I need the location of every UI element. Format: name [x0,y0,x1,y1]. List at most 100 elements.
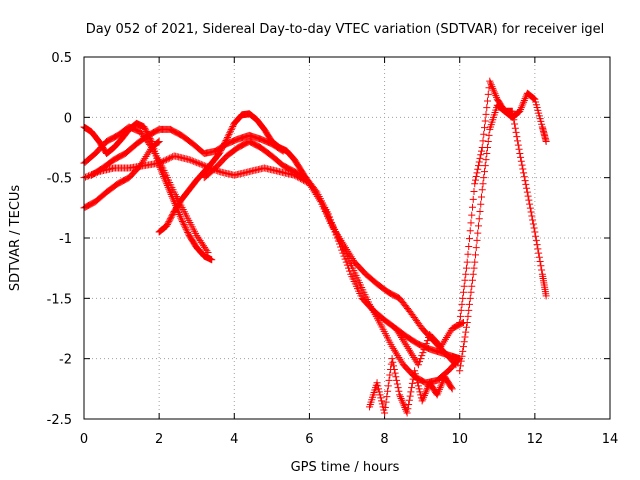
data-point [83,172,91,180]
data-point [310,187,318,195]
y-tick-label: -1.5 [47,292,72,307]
series-track-10 [366,355,456,417]
data-point [464,250,472,258]
data-point [469,270,477,278]
data-point [143,151,151,159]
data-point [478,147,486,155]
data-point [406,392,414,400]
data-point [458,352,466,360]
data-point [438,378,446,386]
data-point [417,355,425,363]
series-track-11 [392,318,467,369]
data-point [378,400,386,408]
data-point [484,97,492,105]
data-point [462,270,470,278]
data-point [517,104,525,112]
data-point [141,154,149,162]
data-point [395,330,403,338]
data-point [389,358,397,366]
data-point [381,409,389,417]
data-point [342,258,350,266]
data-point [279,147,287,155]
data-point [375,388,383,396]
data-point [465,306,473,314]
data-point [447,384,455,392]
data-point [167,213,175,221]
data-point [435,385,443,393]
data-point [163,222,171,230]
data-point [145,147,153,155]
data-point [392,373,400,381]
data-point [155,137,163,145]
data-point [169,210,177,218]
data-point [459,294,467,302]
data-point [416,388,424,396]
data-point [142,153,150,161]
data-point [471,251,479,259]
x-axis-label: GPS time / hours [291,460,400,475]
y-tick-label: 0 [64,111,72,126]
data-point [384,387,392,395]
series-track-6 [88,125,287,179]
data-point [538,266,546,274]
data-point [394,384,402,392]
data-point [529,220,537,228]
data-point [181,224,189,232]
data-point [386,371,394,379]
data-point [468,276,476,284]
data-point [438,380,446,388]
data-point [516,107,524,115]
data-point [508,107,516,115]
data-point [465,235,473,243]
data-point [85,172,93,180]
y-tick-label: -2.5 [47,413,72,428]
data-point [482,110,490,118]
data-point [439,339,447,347]
data-point [376,391,384,399]
data-point [181,222,189,230]
data-point [166,215,174,223]
data-point [392,325,400,332]
data-point [445,330,453,338]
data-point [278,146,286,154]
data-point [535,253,543,261]
data-point [403,409,411,417]
data-point [469,195,477,203]
data-point [389,344,397,352]
data-point [461,333,469,341]
data-point [390,346,398,354]
data-point [163,220,171,228]
data-point [164,155,172,163]
data-point [405,396,413,404]
y-tick-label: -0.5 [47,172,72,187]
data-point [526,200,534,208]
data-point [184,228,192,236]
x-tick-label: 4 [230,432,238,447]
data-point [542,137,550,145]
data-point [526,204,534,212]
data-point [460,282,468,290]
data-point [437,343,445,351]
data-point [396,393,404,401]
data-point [228,124,236,132]
data-point [312,191,320,199]
x-tick-label: 12 [527,432,544,447]
data-point [471,176,479,184]
data-point [394,352,402,360]
data-point [520,98,528,106]
data-point [398,396,406,404]
y-axis-label: SDTVAR / TECUs [8,185,23,292]
data-point [525,196,533,204]
data-point [456,367,464,375]
data-point [481,124,489,132]
data-point [514,141,522,149]
data-point [492,92,500,100]
data-point [377,394,385,402]
data-point [313,192,321,200]
x-tick-label: 2 [155,432,163,447]
data-point [406,348,414,356]
data-point [169,196,177,204]
data-point [532,232,540,240]
data-point [523,184,531,192]
data-point [462,323,470,331]
